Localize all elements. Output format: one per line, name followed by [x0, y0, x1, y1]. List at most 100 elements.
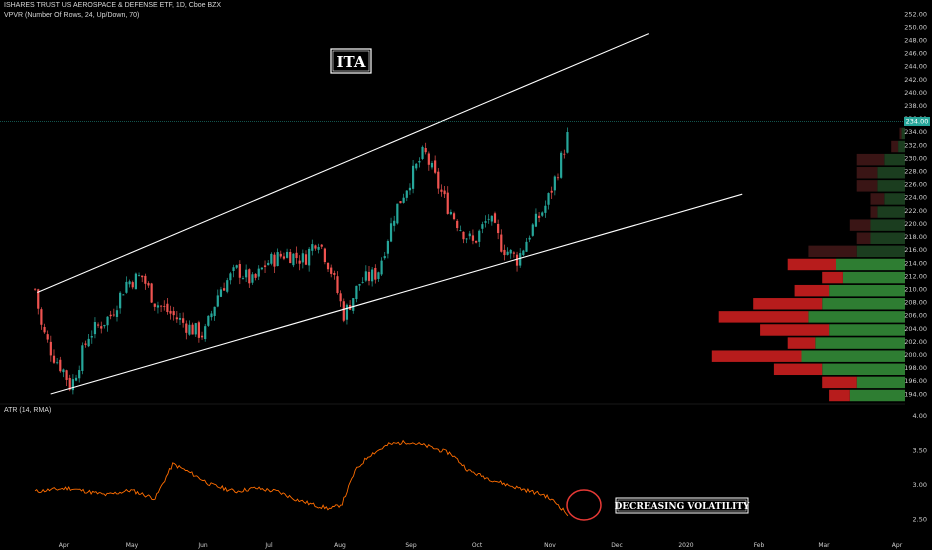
candle-body	[449, 211, 452, 215]
price-tick: 228.00	[904, 168, 927, 176]
candle-body	[405, 190, 408, 198]
vpvr-down-bar	[870, 193, 885, 205]
candle-body	[402, 197, 405, 203]
ticker-box: ITA	[330, 48, 372, 74]
vpvr-up-bar	[877, 180, 905, 192]
candle-body	[456, 220, 459, 229]
vpvr-legend: VPVR (Number Of Rows, 24, Up/Down, 70)	[4, 12, 140, 19]
price-tick: 200.00	[904, 351, 927, 359]
highlight-circle	[566, 489, 602, 521]
candle-body	[452, 213, 456, 220]
price-tick: 246.00	[904, 50, 927, 58]
candle-body	[512, 252, 515, 254]
candle-body	[396, 203, 399, 224]
candle-body	[352, 298, 355, 311]
candle-body	[478, 230, 481, 242]
candle-body	[222, 288, 226, 291]
price-tick: 250.00	[904, 23, 927, 31]
candle-body	[49, 341, 52, 356]
candle-body	[163, 306, 166, 307]
candle-body	[355, 285, 358, 300]
candle-body	[308, 248, 311, 266]
time-tick: Jul	[264, 542, 273, 549]
candle-body	[175, 317, 178, 320]
time-tick: Apr	[59, 542, 70, 549]
vpvr-up-bar	[815, 337, 905, 349]
vpvr-down-bar	[870, 206, 878, 218]
candle-body	[515, 254, 519, 266]
atr-tick: 3.00	[913, 481, 927, 489]
candle-body	[487, 218, 490, 220]
price-tick: 194.00	[904, 390, 927, 398]
vpvr-down-bar	[787, 258, 836, 271]
candle-body	[71, 379, 74, 391]
vpvr-up-bar	[822, 298, 905, 310]
vpvr-down-bar	[773, 363, 823, 376]
candle-body	[248, 269, 251, 284]
candle-body	[169, 310, 172, 314]
price-tick: 214.00	[904, 259, 927, 267]
atr-tick: 2.50	[913, 516, 927, 524]
candle-body	[90, 336, 93, 338]
price-tick: 242.00	[904, 76, 927, 84]
candle-body	[503, 249, 506, 256]
candle-body	[260, 267, 263, 270]
time-tick: Jun	[197, 542, 208, 549]
price-axis: 252.00 250.00 248.00 246.00 244.00 242.00 240.…	[904, 10, 927, 398]
candle-body	[125, 281, 128, 293]
candle-body	[273, 254, 276, 267]
atr-line	[34, 439, 569, 517]
vpvr-down-bar	[753, 298, 823, 310]
candle-body	[383, 256, 386, 259]
candle-body	[191, 324, 194, 335]
candle-body	[537, 215, 541, 218]
price-tick: 248.00	[904, 37, 927, 45]
candle-body	[415, 163, 418, 169]
candle-body	[74, 377, 78, 381]
candle-body	[323, 248, 326, 263]
time-tick: 2020	[678, 542, 693, 549]
candle-body	[314, 245, 317, 249]
candle-body	[219, 289, 223, 297]
vpvr-up-bar	[829, 324, 905, 336]
candle-body	[509, 249, 512, 254]
candle-body	[465, 238, 468, 240]
candle-body	[282, 256, 286, 259]
candle-body	[336, 276, 339, 293]
candle-body	[525, 241, 528, 252]
time-axis: Apr May Jun Jul Aug Sep Oct Nov Dec 2020 Feb Mar Apr	[59, 542, 903, 549]
candle-body	[115, 310, 119, 317]
candle-body	[361, 282, 364, 284]
candle-body	[188, 324, 191, 335]
candle-body	[204, 326, 207, 340]
time-tick: Dec	[611, 542, 623, 549]
atr-pane	[0, 403, 905, 517]
vpvr-up-bar	[870, 219, 905, 231]
vpvr-down-bar	[787, 337, 816, 349]
volatility-label: DECREASING VOLATILITY	[615, 502, 751, 512]
candle-body	[566, 132, 569, 153]
candle-body	[106, 316, 109, 326]
vpvr-up-bar	[801, 350, 905, 362]
vpvr-down-bar	[794, 284, 830, 297]
candle-body	[270, 253, 273, 264]
price-tick: 198.00	[904, 364, 927, 372]
candle-body	[103, 324, 106, 327]
vpvr-down-bar	[829, 389, 850, 402]
candle-body	[459, 230, 462, 231]
candle-body	[358, 284, 361, 286]
vpvr-down-bar	[822, 271, 843, 284]
candle-body	[531, 224, 534, 236]
candle-body	[65, 370, 68, 380]
candle-body	[374, 267, 377, 280]
vpvr-up-bar	[884, 193, 905, 205]
candle-body	[421, 146, 424, 159]
candle-body	[68, 377, 71, 390]
candle-body	[263, 265, 267, 267]
candle-body	[216, 295, 219, 307]
price-tick: 196.00	[904, 377, 927, 385]
time-tick: Nov	[544, 542, 556, 549]
vpvr-up-bar	[829, 284, 905, 297]
trend-channel	[37, 33, 743, 395]
